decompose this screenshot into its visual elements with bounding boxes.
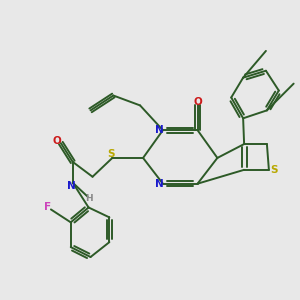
Text: S: S (107, 149, 115, 159)
Text: N: N (155, 125, 164, 135)
Text: H: H (85, 194, 93, 202)
Text: F: F (44, 202, 51, 212)
Text: O: O (53, 136, 62, 146)
Text: O: O (193, 97, 202, 107)
Text: N: N (155, 179, 164, 189)
Text: S: S (270, 165, 277, 175)
Text: N: N (67, 182, 76, 191)
